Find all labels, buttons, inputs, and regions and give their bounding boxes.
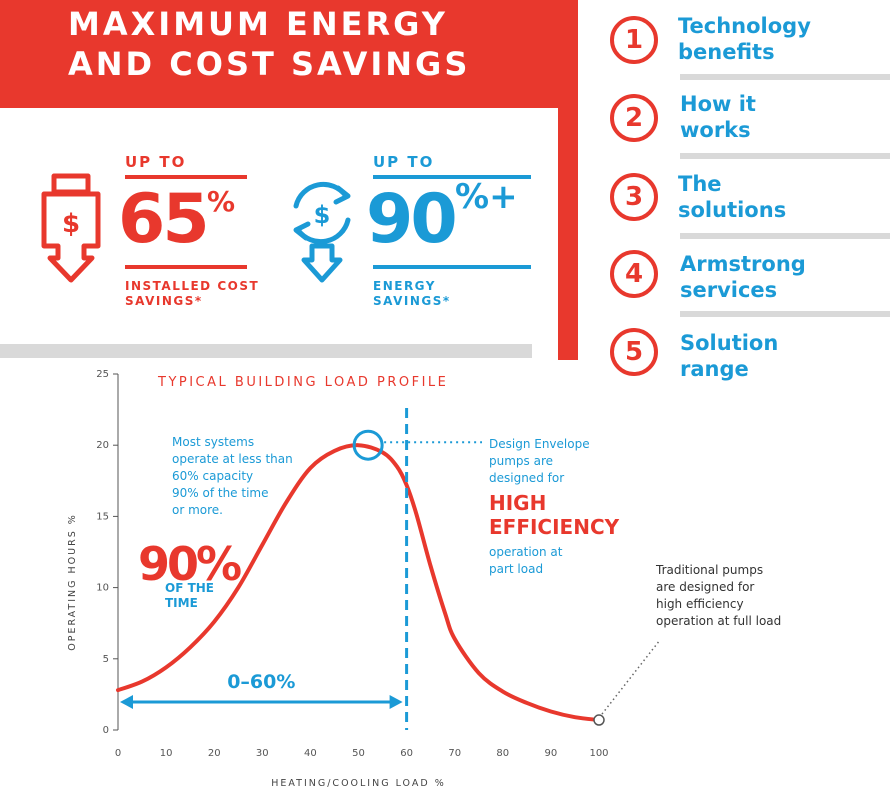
saving-suffix: % <box>207 185 236 218</box>
nav-label-line1: How it <box>680 92 756 116</box>
nav-number-2[interactable]: 2 <box>610 94 658 142</box>
divider-bar <box>0 344 532 358</box>
nav-item-how-it-works[interactable]: How it works <box>680 91 756 143</box>
nav-number-4[interactable]: 4 <box>610 250 658 298</box>
design-note-line: designed for <box>489 471 564 485</box>
nav-label-line2: services <box>680 278 778 302</box>
design-note-line: operation at <box>489 545 563 559</box>
traditional-note-line: are designed for <box>656 580 754 594</box>
design-emphasis: HIGH <box>489 491 546 515</box>
y-tick-label: 20 <box>96 440 109 451</box>
nav-label-line1: The <box>678 172 722 196</box>
traditional-connector <box>601 639 661 715</box>
nav-divider <box>680 153 890 159</box>
nav-label-line2: solutions <box>678 198 787 222</box>
left-note-line: or more. <box>172 503 223 517</box>
x-tick-label: 30 <box>256 748 269 759</box>
range-arrow-right-head <box>389 695 403 709</box>
nav-label-line2: works <box>680 118 751 142</box>
peak-marker <box>352 429 384 461</box>
dollar-cycle-down-arrow-icon: $ <box>293 181 351 283</box>
saving-rule-bottom <box>125 265 247 269</box>
nav-label-line2: benefits <box>678 40 775 64</box>
nav-number-5[interactable]: 5 <box>610 328 658 376</box>
x-tick-label: 50 <box>352 748 365 759</box>
load-profile-line <box>116 443 601 723</box>
saving-value: 65 <box>118 180 210 259</box>
x-tick-label: 100 <box>589 748 608 759</box>
range-label: 0–60% <box>227 671 295 693</box>
traditional-note-line: Traditional pumps <box>655 563 763 577</box>
svg-text:$: $ <box>62 209 80 239</box>
design-note-line: part load <box>489 562 543 576</box>
saving-caption-line2: SAVINGS* <box>373 294 451 308</box>
nav-label-line1: Solution <box>680 331 779 355</box>
left-note-line: Most systems <box>172 435 254 449</box>
x-tick-label: 0 <box>115 748 121 759</box>
full-load-marker <box>593 714 605 726</box>
dollar-box-down-arrow-icon: $ <box>41 173 101 283</box>
saving-up-to: UP TO <box>373 153 435 171</box>
saving-caption-line1: ENERGY <box>373 279 436 293</box>
y-tick-label: 10 <box>96 583 109 594</box>
header-band <box>0 0 578 108</box>
nav-item-technology-benefits[interactable]: Technology benefits <box>678 13 811 65</box>
saving-rule-top <box>373 175 531 179</box>
design-emphasis: EFFICIENCY <box>489 515 620 539</box>
range-arrow-left-head <box>120 695 133 709</box>
nav-label-line1: Armstrong <box>680 252 806 276</box>
saving-rule-bottom <box>373 265 531 269</box>
saving-rule-top <box>125 175 247 179</box>
nav-number-1[interactable]: 1 <box>610 16 658 64</box>
design-note-line: pumps are <box>489 454 553 468</box>
svg-text:$: $ <box>314 201 331 229</box>
x-axis-label: HEATING/COOLING LOAD % <box>271 778 445 787</box>
nav-item-the-solutions[interactable]: The solutions <box>678 171 786 223</box>
y-tick-label: 0 <box>103 725 109 736</box>
saving-up-to: UP TO <box>125 153 187 171</box>
nav-divider <box>680 233 890 239</box>
design-note-line: Design Envelope <box>489 437 590 451</box>
saving-suffix: %+ <box>455 177 518 217</box>
chart-marks <box>116 443 601 723</box>
chart-annotations: 0–60% Most systems operate at less than 60%… <box>120 408 781 730</box>
load-profile-chart: HEATING/COOLING LOAD % OPERATING HOURS % T… <box>67 369 781 787</box>
left-note-line: 90% of the time <box>172 486 269 500</box>
x-tick-label: 80 <box>496 748 509 759</box>
big-percent-caption: OF THE <box>165 581 214 595</box>
x-tick-label: 70 <box>448 748 461 759</box>
y-tick-label: 15 <box>96 511 109 522</box>
traditional-note-line: high efficiency <box>656 597 744 611</box>
traditional-note-line: operation at full load <box>656 614 781 628</box>
chart-title: TYPICAL BUILDING LOAD PROFILE <box>157 375 448 390</box>
chart-axes: HEATING/COOLING LOAD % OPERATING HOURS % T… <box>67 374 448 787</box>
header-side-bar <box>558 108 578 360</box>
left-note-line: 60% capacity <box>172 469 253 483</box>
big-percent: 90% <box>138 537 241 591</box>
nav-divider <box>680 311 890 317</box>
x-tick-label: 20 <box>208 748 221 759</box>
x-tick-label: 40 <box>304 748 317 759</box>
y-tick-label: 25 <box>96 369 109 380</box>
saving-caption-line1: INSTALLED COST <box>125 279 260 293</box>
y-axis-label: OPERATING HOURS % <box>67 513 78 651</box>
nav-divider <box>680 74 890 80</box>
x-tick-label: 60 <box>400 748 413 759</box>
saving-caption-line2: SAVINGS* <box>125 294 203 308</box>
x-tick-label: 10 <box>160 748 173 759</box>
nav-label-line2: range <box>680 357 749 381</box>
x-tick-label: 90 <box>545 748 558 759</box>
nav-label-line1: Technology <box>678 14 811 38</box>
nav-item-solution-range[interactable]: Solution range <box>680 330 778 382</box>
left-note-line: operate at less than <box>172 452 293 466</box>
nav-item-armstrong-services[interactable]: Armstrong services <box>680 251 806 303</box>
y-tick-label: 5 <box>103 654 109 665</box>
page-title: MAXIMUM ENERGY AND COST SAVINGS <box>68 5 471 83</box>
chart-ticks: 0 5 10 15 20 25 0 10 20 30 40 50 60 70 80 90 100 <box>96 369 608 759</box>
big-percent-caption: TIME <box>165 596 198 610</box>
saving-value: 90 <box>366 180 458 259</box>
nav-number-3[interactable]: 3 <box>610 173 658 221</box>
